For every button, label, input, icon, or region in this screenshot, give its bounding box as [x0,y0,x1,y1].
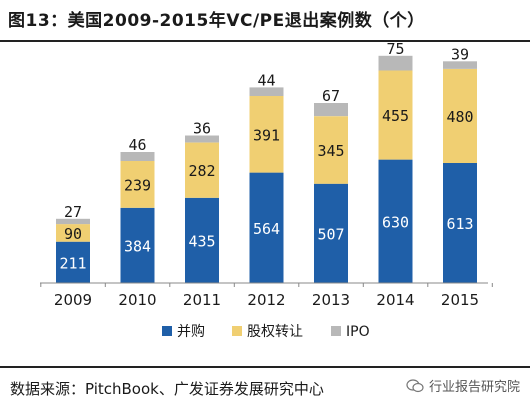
bar-merger-2010 [120,207,155,283]
x-tick-label-2014: 2014 [376,291,414,309]
data-label-merger-2011: 435 [188,232,215,250]
x-tick-label-2013: 2013 [312,291,350,309]
legend-label-1: 股权转让 [247,324,303,340]
data-label-ipo-2011: 36 [193,120,211,138]
data-label-merger-2010: 384 [124,237,151,255]
data-label-equity-transfer-2012: 391 [253,126,280,144]
data-label-merger-2009: 211 [59,254,86,272]
bar-ipo-2010 [120,152,155,161]
bar-ipo-2013 [314,103,348,117]
footer-rule [0,366,530,368]
bar-equity-transfer-2013 [314,116,348,184]
x-tick-label-2009: 2009 [54,291,92,309]
x-tick-label-2010: 2010 [118,291,156,309]
bar-ipo-2009 [56,218,90,225]
x-tick-label-2011: 2011 [183,291,221,309]
bar-equity-transfer-2015 [443,69,477,163]
data-label-equity-transfer-2009: 90 [64,225,82,243]
data-label-equity-transfer-2010: 239 [124,176,151,194]
x-tick-label-2015: 2015 [441,291,479,309]
legend-swatch-2 [331,326,341,336]
watermark-text: 行业报告研究院 [428,380,520,395]
data-label-ipo-2015: 39 [451,45,469,63]
data-label-merger-2015: 613 [446,215,473,233]
data-label-merger-2014: 630 [382,213,409,231]
bar-ipo-2012 [249,87,284,96]
legend: 并购 股权转让 IPO [162,324,370,340]
title-rule [0,40,530,42]
bar-ipo-2015 [443,61,477,69]
bar-merger-2013 [314,183,348,283]
legend-label-2: IPO [346,324,370,340]
bar-ipo-2011 [185,135,219,143]
data-label-merger-2013: 507 [317,225,344,243]
bar-merger-2012 [249,172,284,284]
source-note: 数据来源：PitchBook、广发证券发展研究中心 [10,380,324,398]
chart-title: 图13：美国2009-2015年VC/PE退出案例数（个） [8,11,425,31]
watermark: 行业报告研究院 [406,376,520,395]
wechat-bubble-icon [406,378,424,392]
bar-merger-2015 [443,163,477,283]
bars-layer: 211 90 27 384 239 46 435 282 36 564 391 44 507 345 67 6… [56,40,477,284]
data-label-equity-transfer-2015: 480 [446,108,473,126]
bar-ipo-2014 [378,55,413,71]
legend-label-0: 并购 [177,324,205,340]
legend-swatch-1 [232,326,242,336]
data-label-equity-transfer-2014: 455 [382,107,409,125]
data-label-ipo-2014: 75 [386,40,404,58]
bar-equity-transfer-2012 [249,96,284,173]
bar-merger-2011 [185,197,219,283]
bar-equity-transfer-2011 [185,142,219,198]
bar-equity-transfer-2010 [120,161,155,208]
chart-area: 211 90 27 384 239 46 435 282 36 564 391 44 507 345 67 6… [40,40,493,340]
bar-merger-2014 [378,159,413,283]
title-bar: 图13：美国2009-2015年VC/PE退出案例数（个） [0,0,530,36]
data-label-ipo-2010: 46 [128,136,146,154]
bar-merger-2009 [56,241,90,283]
data-label-ipo-2013: 67 [322,87,340,105]
legend-swatch-0 [162,326,172,336]
x-ticks-layer: 2009 2010 2011 2012 2013 2014 2015 [40,283,493,309]
x-tick-label-2012: 2012 [247,291,285,309]
data-label-equity-transfer-2013: 345 [317,142,344,160]
data-label-ipo-2012: 44 [257,71,275,89]
bar-equity-transfer-2009 [56,224,90,242]
data-label-merger-2012: 564 [253,220,280,238]
data-label-ipo-2009: 27 [64,203,82,221]
bar-equity-transfer-2014 [378,70,413,160]
data-label-equity-transfer-2011: 282 [188,162,215,180]
